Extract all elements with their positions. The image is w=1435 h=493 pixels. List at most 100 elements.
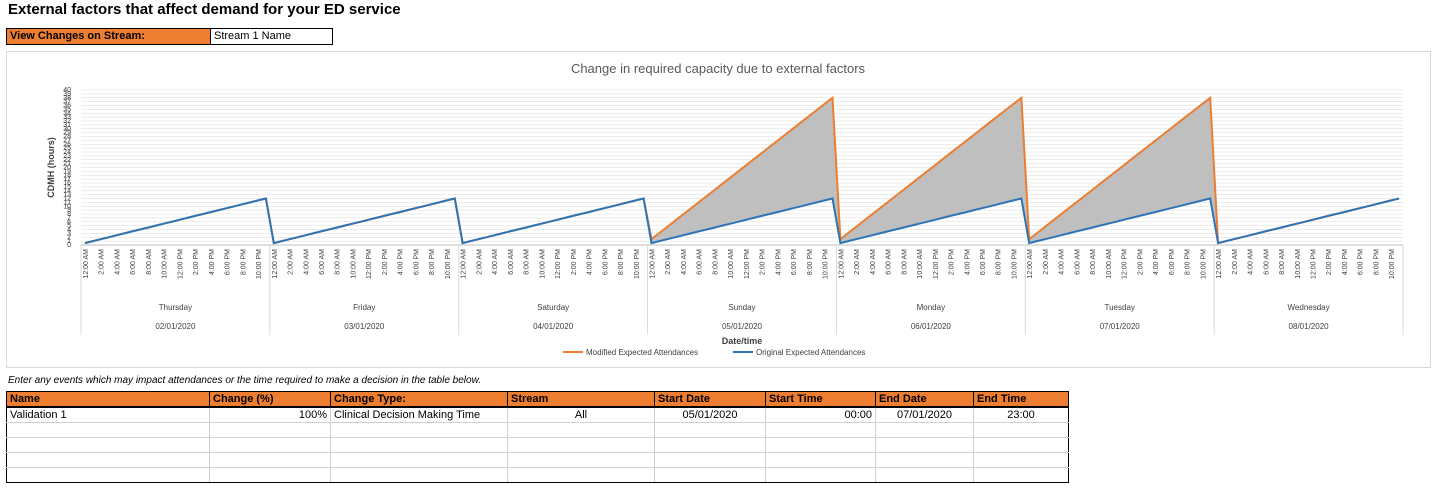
x-tick-label: 4:00 PM xyxy=(587,249,594,275)
cell-stream[interactable] xyxy=(507,467,655,483)
x-tick-label: 8:00 PM xyxy=(807,249,814,275)
y-tick-label: 36 xyxy=(63,103,71,110)
x-tick-label: 4:00 AM xyxy=(1059,249,1066,275)
x-tick-label: 2:00 PM xyxy=(193,249,200,275)
cell-start-time[interactable] xyxy=(765,422,876,438)
cell-end-date[interactable] xyxy=(875,452,974,468)
header-end-date: End Date xyxy=(875,391,974,408)
x-tick-label: 12:00 PM xyxy=(1311,249,1318,279)
cell-end-time[interactable] xyxy=(973,422,1069,438)
cell-name[interactable] xyxy=(6,467,210,483)
x-tick-label: 8:00 AM xyxy=(335,249,342,275)
y-tick-label: 37 xyxy=(63,99,71,106)
x-tick-label: 2:00 PM xyxy=(949,249,956,275)
cell-start-time[interactable]: 00:00 xyxy=(765,407,876,423)
cell-end-date[interactable] xyxy=(875,437,974,453)
cell-start-date[interactable] xyxy=(654,437,766,453)
x-tick-label: 10:00 PM xyxy=(634,249,641,279)
cell-start-date[interactable] xyxy=(654,422,766,438)
cell-change-type[interactable] xyxy=(330,452,508,468)
cell-change-percent[interactable] xyxy=(209,452,331,468)
stream-selector-row: View Changes on Stream: Stream 1 Name xyxy=(6,28,333,45)
day-label: Wednesday xyxy=(1288,303,1330,312)
cell-end-time[interactable] xyxy=(973,437,1069,453)
cell-name[interactable] xyxy=(6,437,210,453)
cell-end-time[interactable] xyxy=(973,467,1069,483)
x-tick-label: 2:00 AM xyxy=(1043,249,1050,275)
x-tick-label: 12:00 AM xyxy=(650,249,657,279)
cell-change-percent[interactable] xyxy=(209,467,331,483)
cell-name[interactable] xyxy=(6,452,210,468)
y-tick-label: 33 xyxy=(63,114,71,121)
header-name: Name xyxy=(6,391,210,408)
cell-change-percent[interactable] xyxy=(209,437,331,453)
cell-start-time[interactable] xyxy=(765,452,876,468)
y-tick-label: 0 xyxy=(67,242,71,249)
x-tick-label: 10:00 AM xyxy=(728,249,735,279)
cell-change-type[interactable] xyxy=(330,467,508,483)
x-tick-label: 4:00 PM xyxy=(1342,249,1349,275)
cell-start-date[interactable]: 05/01/2020 xyxy=(654,407,766,423)
cell-stream[interactable] xyxy=(507,452,655,468)
x-tick-label: 2:00 AM xyxy=(854,249,861,275)
cell-stream[interactable] xyxy=(507,437,655,453)
x-tick-label: 6:00 PM xyxy=(602,249,609,275)
cell-change-percent[interactable]: 100% xyxy=(209,407,331,423)
y-tick-label: 38 xyxy=(63,95,71,102)
y-tick-label: 3 xyxy=(67,230,71,237)
cell-start-date[interactable] xyxy=(654,452,766,468)
x-tick-label: 2:00 AM xyxy=(1232,249,1239,275)
x-tick-label: 10:00 AM xyxy=(351,249,358,279)
day-label: Friday xyxy=(353,303,375,312)
stream-selector-input[interactable]: Stream 1 Name xyxy=(211,28,333,45)
x-tick-label: 8:00 PM xyxy=(996,249,1003,275)
x-tick-label: 12:00 AM xyxy=(83,249,90,279)
x-tick-label: 8:00 PM xyxy=(429,249,436,275)
y-tick-label: 7 xyxy=(67,215,71,222)
y-tick-label: 32 xyxy=(63,118,71,125)
cell-change-type[interactable] xyxy=(330,437,508,453)
date-label: 07/01/2020 xyxy=(1100,322,1141,331)
y-tick-label: 1 xyxy=(67,238,71,245)
y-tick-label: 4 xyxy=(67,227,71,234)
cell-start-date[interactable] xyxy=(654,467,766,483)
x-tick-label: 2:00 AM xyxy=(476,249,483,275)
x-tick-label: 8:00 AM xyxy=(713,249,720,275)
cell-name[interactable] xyxy=(6,422,210,438)
x-tick-label: 2:00 PM xyxy=(760,249,767,275)
cell-end-time[interactable] xyxy=(973,452,1069,468)
cell-start-time[interactable] xyxy=(765,437,876,453)
cell-stream[interactable]: All xyxy=(507,407,655,423)
events-table: Name Change (%) Change Type: Stream Start Da… xyxy=(6,391,1069,483)
cell-change-percent[interactable] xyxy=(209,422,331,438)
cell-start-time[interactable] xyxy=(765,467,876,483)
cell-end-date[interactable]: 07/01/2020 xyxy=(875,407,974,423)
capacity-difference-area xyxy=(84,97,1400,244)
x-tick-label: 4:00 AM xyxy=(681,249,688,275)
y-tick-label: 40 xyxy=(63,87,71,94)
cell-end-date[interactable] xyxy=(875,422,974,438)
x-tick-label: 12:00 AM xyxy=(1027,249,1034,279)
y-tick-label: 29 xyxy=(63,130,71,137)
x-tick-label: 4:00 AM xyxy=(114,249,121,275)
x-tick-label: 10:00 PM xyxy=(823,249,830,279)
cell-change-type[interactable]: Clinical Decision Making Time xyxy=(330,407,508,423)
y-tick-label: 31 xyxy=(63,122,71,129)
cell-stream[interactable] xyxy=(507,422,655,438)
cell-name[interactable]: Validation 1 xyxy=(6,407,210,423)
x-tick-label: 4:00 AM xyxy=(1248,249,1255,275)
header-change-percent: Change (%) xyxy=(209,391,331,408)
x-tick-label: 8:00 PM xyxy=(1374,249,1381,275)
y-axis-title: CDMH (hours) xyxy=(46,137,56,198)
y-tick-label: 8 xyxy=(67,211,71,218)
cell-change-type[interactable] xyxy=(330,422,508,438)
x-tick-label: 2:00 AM xyxy=(288,249,295,275)
capacity-chart[interactable]: Change in required capacity due to exter… xyxy=(6,51,1431,368)
x-tick-label: 10:00 AM xyxy=(1295,249,1302,279)
cell-end-date[interactable] xyxy=(875,467,974,483)
chart-svg: Change in required capacity due to exter… xyxy=(46,61,1404,357)
x-tick-label: 6:00 AM xyxy=(130,249,137,275)
x-tick-label: 8:00 PM xyxy=(1185,249,1192,275)
x-tick-label: 10:00 PM xyxy=(1012,249,1019,279)
cell-end-time[interactable]: 23:00 xyxy=(973,407,1069,423)
